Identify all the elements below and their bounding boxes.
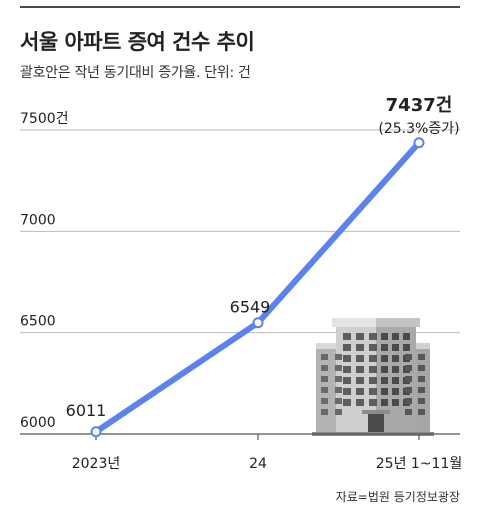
x-tick-label: 24 (249, 456, 267, 472)
y-tick-label: 6000 (20, 415, 56, 431)
data-source: 자료=법원 등기정보광장 (335, 490, 460, 504)
data-label: 6549 (230, 298, 271, 317)
chart-subtitle: 괄호안은 작년 동기대비 증가율. 단위: 건 (20, 65, 251, 81)
top-rule (20, 6, 460, 8)
data-point (413, 137, 425, 149)
y-tick-label: 6500 (20, 314, 56, 330)
x-tick-label: 2023년 (72, 456, 121, 472)
data-label: 7437건 (386, 95, 453, 116)
data-label: 6011 (66, 401, 107, 420)
data-point (252, 317, 264, 329)
apartment-building-icon (312, 318, 434, 436)
y-tick-label: 7000 (20, 212, 56, 228)
x-tick-label: 25년 1~11월 (376, 456, 462, 472)
labels: 6000 6500 7000 7500건 2023년 24 25년 1~11월 6011 654… (20, 95, 462, 472)
y-tick-label: 7500건 (20, 111, 69, 127)
data-point (90, 426, 102, 438)
chart-title: 서울 아파트 증여 건수 추이 (20, 30, 255, 54)
series (90, 137, 425, 438)
growth-annotation: (25.3%증가) (378, 121, 459, 137)
